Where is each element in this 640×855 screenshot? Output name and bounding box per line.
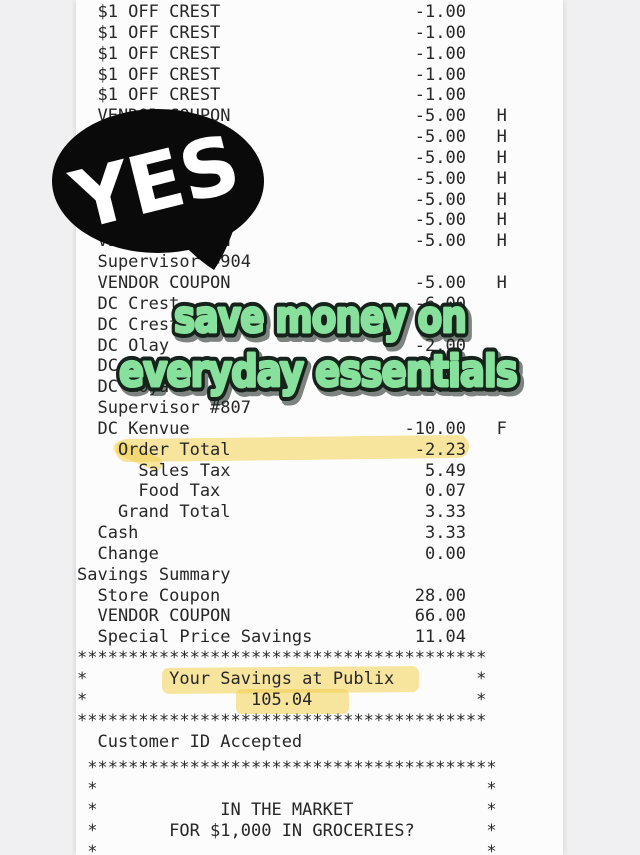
receipt-line-0: $1 OFF CREST -1.00 xyxy=(77,2,466,22)
receipt-line-34: **************************************** xyxy=(77,710,487,731)
receipt-line-1: $1 OFF CREST -1.00 xyxy=(77,22,466,43)
receipt-line-17: DC xyxy=(77,356,118,377)
receipt-line-9: VENDOR COUPON -5.00 H xyxy=(77,189,507,210)
receipt-line-16: DC Olay -2.00 xyxy=(77,335,466,356)
receipt-line-4: $1 OFF CREST -1.00 xyxy=(77,85,466,106)
receipt-line-19: Supervisor #807 xyxy=(77,398,251,419)
receipt-line-5: VENDOR COUPON -5.00 H xyxy=(77,106,507,127)
receipt-line-26: Change 0.00 xyxy=(77,543,466,564)
receipt-line-28: Store Coupon 28.00 xyxy=(77,585,466,606)
receipt-line-38: * IN THE MARKET * xyxy=(77,800,497,821)
receipt-line-21: Order Total -2.23 xyxy=(77,439,466,460)
receipt-line-31: **************************************** xyxy=(77,648,487,669)
receipt-line-15: DC Crest -6.00 xyxy=(77,314,466,335)
receipt-line-40: * * xyxy=(77,841,497,855)
highlight-savings-amount xyxy=(236,689,349,714)
receipt-line-32: * Your Savings at Publix * xyxy=(77,669,487,689)
receipt-line-14: DC Crest -6.00 xyxy=(77,293,466,314)
receipt-line-29: VENDOR COUPON 66.00 xyxy=(77,606,466,627)
receipt-line-33: * 105.04 * xyxy=(77,689,487,710)
receipt-line-22: Sales Tax 5.49 xyxy=(77,460,466,481)
receipt-line-7: VENDOR COUPON -5.00 H xyxy=(77,147,507,168)
receipt-paper: $1 OFF CREST -1.00 $1 OFF CREST -1.00 $1… xyxy=(76,0,563,855)
receipt-lines: $1 OFF CREST -1.00 $1 OFF CREST -1.00 $1… xyxy=(77,2,507,855)
receipt-line-18: DC Royal -1.00 F xyxy=(77,377,507,398)
receipt-line-6: VENDOR COUPON -5.00 H xyxy=(77,127,507,148)
receipt-line-37: * * xyxy=(77,779,497,800)
receipt-line-13: VENDOR COUPON -5.00 H xyxy=(77,272,507,293)
receipt-line-30: Special Price Savings 11.04 xyxy=(77,627,466,648)
receipt-line-25: Cash 3.33 xyxy=(77,523,466,544)
receipt-line-36: **************************************** xyxy=(77,758,497,779)
receipt-line-11: VENDOR COUPON -5.00 H xyxy=(77,231,507,252)
receipt-line-35: Customer ID Accepted xyxy=(77,731,303,752)
receipt-line-3: $1 OFF CREST -1.00 xyxy=(77,64,466,85)
receipt-line-24: Grand Total 3.33 xyxy=(77,502,466,523)
receipt-line-10: VENDOR COUPON -5.00 H xyxy=(77,210,507,231)
receipt-line-2: $1 OFF CREST -1.00 xyxy=(77,43,466,64)
receipt-line-39: * FOR $1,000 IN GROCERIES? * xyxy=(77,820,497,841)
receipt-line-23: Food Tax 0.07 xyxy=(77,481,466,502)
receipt-line-27: Savings Summary xyxy=(77,564,231,585)
receipt-line-20: DC Kenvue -10.00 F xyxy=(77,418,507,439)
receipt-line-12: Supervisor #904 xyxy=(77,252,251,273)
receipt-line-8: VENDOR COUPON -5.00 H xyxy=(77,168,507,189)
